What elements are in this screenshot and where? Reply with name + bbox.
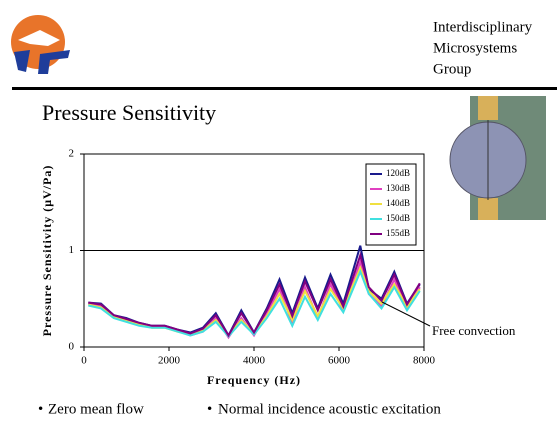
y-tick-label: 2 xyxy=(69,148,75,160)
photo-pad xyxy=(478,96,498,120)
x-tick-label: 6000 xyxy=(328,355,351,367)
photo-pad xyxy=(478,198,498,220)
group-line: Microsystems xyxy=(433,40,517,56)
group-line: Group xyxy=(433,61,471,77)
legend-label: 140dB xyxy=(386,198,410,208)
bullet-mark: • xyxy=(38,401,43,417)
y-tick-label: 1 xyxy=(69,244,75,256)
bullet: Zero mean flow xyxy=(48,401,144,417)
data-line xyxy=(88,269,421,338)
annotation-arrow xyxy=(381,301,431,327)
data-line xyxy=(88,251,421,338)
x-axis-label: Frequency (Hz) xyxy=(207,373,301,387)
legend-label: 155dB xyxy=(386,228,410,238)
x-tick-label: 2000 xyxy=(158,355,181,367)
y-axis-label: Pressure Sensitivity (μV/Pa) xyxy=(40,165,54,337)
x-tick-label: 4000 xyxy=(243,355,266,367)
bullet: Normal incidence acoustic excitation xyxy=(218,401,441,417)
legend-label: 130dB xyxy=(386,183,410,193)
y-tick-label: 0 xyxy=(69,341,75,353)
group-line: Interdisciplinary xyxy=(433,19,533,35)
legend-label: 150dB xyxy=(386,213,410,223)
chart: 0 1 2 0 2000 4000 6000 8000 Frequency (Hz) Pressu… xyxy=(40,148,516,387)
logo-gator xyxy=(18,30,60,46)
logo-u xyxy=(14,50,30,72)
header-rule xyxy=(12,87,557,90)
logo xyxy=(11,15,70,74)
annotation: Free convection xyxy=(432,323,516,338)
slide-title: Pressure Sensitivity xyxy=(42,100,216,125)
logo-f xyxy=(38,50,70,74)
legend-label: 120dB xyxy=(386,168,410,178)
device-photo xyxy=(449,96,546,220)
bullet-mark: • xyxy=(207,401,212,417)
x-tick-label: 0 xyxy=(81,355,87,367)
x-tick-label: 8000 xyxy=(413,355,436,367)
